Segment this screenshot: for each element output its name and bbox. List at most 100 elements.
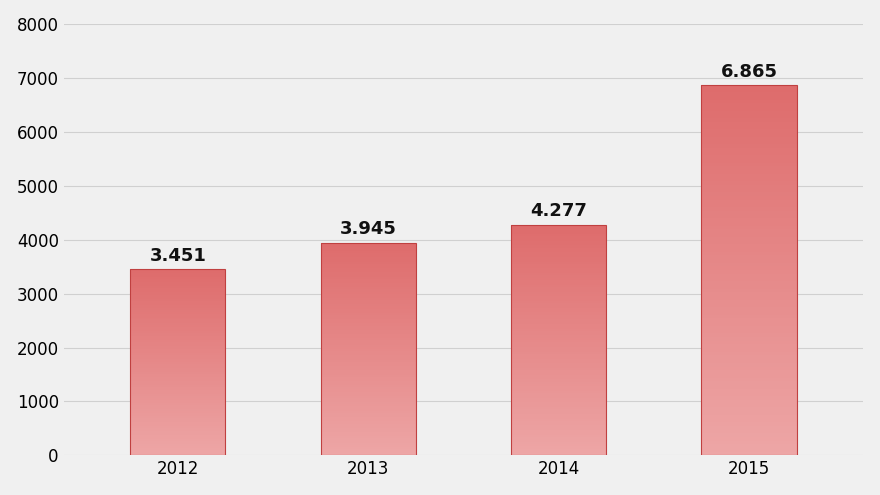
Bar <box>320 419 416 421</box>
Bar <box>320 451 416 453</box>
Bar <box>511 285 606 287</box>
Bar <box>511 365 606 368</box>
Bar <box>511 400 606 402</box>
Bar <box>511 393 606 396</box>
Bar <box>320 341 416 343</box>
Bar <box>511 234 606 236</box>
Bar <box>701 430 796 433</box>
Bar <box>130 280 225 282</box>
Bar <box>320 443 416 445</box>
Bar <box>511 428 606 430</box>
Bar <box>511 405 606 407</box>
Bar <box>701 144 796 148</box>
Bar <box>701 170 796 174</box>
Bar <box>511 266 606 268</box>
Bar <box>130 288 225 290</box>
Bar <box>320 372 416 375</box>
Bar <box>130 273 225 275</box>
Bar <box>130 405 225 407</box>
Bar <box>701 337 796 341</box>
Bar <box>130 303 225 304</box>
Bar <box>130 316 225 318</box>
Bar <box>701 159 796 163</box>
Bar <box>511 289 606 292</box>
Bar <box>320 328 416 330</box>
Bar <box>320 449 416 451</box>
Bar <box>511 322 606 324</box>
Bar <box>511 391 606 393</box>
Bar <box>130 429 225 431</box>
Bar <box>320 296 416 298</box>
Bar <box>511 407 606 409</box>
Bar <box>701 289 796 293</box>
Bar <box>701 178 796 181</box>
Bar <box>130 379 225 381</box>
Bar <box>701 193 796 196</box>
Bar <box>130 407 225 409</box>
Bar <box>130 269 225 455</box>
Bar <box>320 306 416 308</box>
Bar <box>320 392 416 394</box>
Bar <box>130 299 225 301</box>
Bar <box>130 390 225 392</box>
Bar <box>511 384 606 386</box>
Bar <box>130 286 225 288</box>
Bar <box>701 96 796 100</box>
Bar <box>130 450 225 452</box>
Bar <box>320 447 416 449</box>
Bar <box>511 338 606 340</box>
Bar <box>701 211 796 215</box>
Bar <box>701 203 796 207</box>
Bar <box>130 323 225 325</box>
Bar <box>130 331 225 333</box>
Bar <box>320 430 416 432</box>
Bar <box>320 326 416 328</box>
Bar <box>130 366 225 368</box>
Bar <box>320 292 416 294</box>
Bar <box>320 424 416 426</box>
Bar <box>130 422 225 424</box>
Bar <box>320 268 416 270</box>
Bar <box>320 385 416 387</box>
Bar <box>511 437 606 439</box>
Bar <box>130 437 225 439</box>
Bar <box>511 310 606 312</box>
Bar <box>130 357 225 358</box>
Bar <box>511 389 606 391</box>
Bar <box>511 294 606 296</box>
Bar <box>130 346 225 347</box>
Bar <box>511 278 606 280</box>
Bar <box>130 381 225 383</box>
Bar <box>130 446 225 448</box>
Bar <box>511 361 606 363</box>
Bar <box>130 310 225 312</box>
Bar <box>320 262 416 264</box>
Bar <box>701 326 796 330</box>
Bar <box>511 370 606 372</box>
Bar <box>511 430 606 433</box>
Bar <box>511 343 606 345</box>
Bar <box>320 302 416 304</box>
Bar <box>130 327 225 329</box>
Bar <box>511 382 606 384</box>
Bar <box>320 428 416 430</box>
Bar <box>320 375 416 377</box>
Bar <box>701 378 796 381</box>
Bar <box>511 396 606 398</box>
Bar <box>130 340 225 342</box>
Bar <box>701 385 796 389</box>
Bar <box>320 390 416 392</box>
Bar <box>511 280 606 282</box>
Bar <box>320 436 416 439</box>
Bar <box>511 225 606 455</box>
Bar <box>130 347 225 349</box>
Bar <box>320 281 416 283</box>
Bar <box>701 393 796 396</box>
Bar <box>130 292 225 294</box>
Bar <box>701 163 796 166</box>
Bar <box>701 311 796 315</box>
Bar <box>130 277 225 279</box>
Bar <box>701 322 796 326</box>
Bar <box>130 312 225 314</box>
Bar <box>511 241 606 243</box>
